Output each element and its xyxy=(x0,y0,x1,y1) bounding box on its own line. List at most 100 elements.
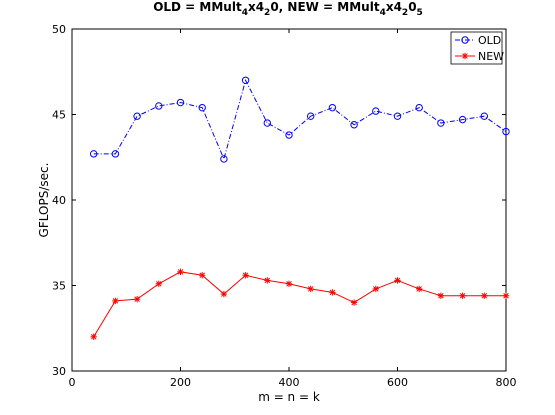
series-layer xyxy=(90,76,510,340)
marker-stroke xyxy=(199,272,205,278)
y-axis: 30 35 40 45 50 xyxy=(52,23,506,378)
y-tick-label: 45 xyxy=(52,109,66,122)
data-point-new xyxy=(459,292,466,299)
x-axis-label: m = n = k xyxy=(258,390,320,404)
marker-stroke xyxy=(90,334,97,340)
series-line-new xyxy=(93,271,506,338)
legend-label: OLD xyxy=(478,34,501,47)
title-subscript-1: 4 xyxy=(242,8,248,18)
y-axis-label: GFLOPS/sec. xyxy=(37,163,51,238)
marker-stroke xyxy=(438,293,444,299)
x-tick-label: 400 xyxy=(279,376,300,389)
title-part-prefix: OLD = MMult xyxy=(153,0,242,14)
data-point-old xyxy=(502,127,510,136)
data-point-old xyxy=(350,121,358,129)
title-subscript-4: 2 xyxy=(402,8,408,18)
data-point-new xyxy=(502,292,510,299)
x-tick-label: 0 xyxy=(69,376,76,389)
y-tick-label: 50 xyxy=(52,23,66,36)
data-point-new xyxy=(220,290,228,298)
marker-stroke xyxy=(481,293,488,299)
data-point-new xyxy=(481,292,488,299)
marker-stroke xyxy=(459,293,466,299)
data-point-new xyxy=(416,285,423,293)
marker-stroke xyxy=(221,291,227,297)
title-part-mid-2: 0, NEW = MMult xyxy=(270,0,380,14)
marker-stroke xyxy=(177,269,184,275)
data-point-new xyxy=(264,277,271,284)
data-point-new xyxy=(394,277,401,284)
data-point-old xyxy=(458,115,467,124)
data-point-old xyxy=(220,155,228,163)
title-subscript-5: 5 xyxy=(417,8,423,18)
data-point-new xyxy=(112,297,119,305)
data-point-old xyxy=(393,112,402,120)
title-part-mid-3: x4 xyxy=(386,0,402,14)
data-point-new xyxy=(155,280,162,287)
data-point-new xyxy=(307,285,314,293)
y-tick-label: 30 xyxy=(52,365,66,378)
data-point-new xyxy=(350,299,358,306)
legend-item-old: OLD xyxy=(455,34,501,47)
marker-stroke xyxy=(503,293,509,299)
data-point-old xyxy=(437,119,445,127)
marker-stroke xyxy=(416,286,422,292)
data-point-new xyxy=(199,272,206,279)
legend-marker xyxy=(461,36,469,44)
marker-stroke xyxy=(134,296,140,302)
data-point-new xyxy=(242,272,249,279)
data-point-new xyxy=(133,295,141,303)
marker-stroke xyxy=(242,272,249,278)
marker-stroke xyxy=(156,281,162,287)
x-axis: 0 200 400 600 800 xyxy=(69,29,517,389)
legend: OLD NEW xyxy=(450,31,504,65)
data-point-old xyxy=(415,103,423,112)
data-point-new xyxy=(372,285,379,293)
x-tick-label: 800 xyxy=(496,376,517,389)
x-tick-label: 600 xyxy=(387,376,408,389)
title-subscript-2: 2 xyxy=(264,8,270,18)
legend-item-new: NEW xyxy=(455,50,504,63)
data-point-old xyxy=(307,112,315,120)
marker-stroke xyxy=(112,298,119,304)
legend-box xyxy=(450,31,503,65)
plot-area xyxy=(71,28,507,372)
data-point-new xyxy=(177,268,184,276)
marker-stroke xyxy=(373,286,379,292)
marker-stroke xyxy=(462,53,468,59)
marker-stroke xyxy=(329,289,336,296)
data-point-old xyxy=(155,102,163,110)
y-tick-label: 35 xyxy=(52,280,66,293)
data-point-new xyxy=(437,292,445,299)
data-point-old xyxy=(176,98,185,107)
data-point-old xyxy=(198,103,206,112)
title-part-mid-4: 0 xyxy=(408,0,416,14)
marker-stroke xyxy=(351,299,357,306)
series-old xyxy=(90,76,510,163)
data-point-old xyxy=(285,131,293,139)
legend-marker xyxy=(461,52,469,60)
data-point-old xyxy=(480,112,488,120)
title-part-mid-1: x4 xyxy=(248,0,264,14)
data-point-new xyxy=(285,280,293,287)
data-point-old xyxy=(133,112,141,120)
data-point-old xyxy=(90,150,98,158)
marker-stroke xyxy=(286,281,292,287)
legend-label: NEW xyxy=(478,50,504,63)
title-subscript-3: 4 xyxy=(380,8,386,18)
marker-stroke xyxy=(264,277,271,284)
marker-stroke xyxy=(307,286,314,292)
data-point-old xyxy=(263,119,271,127)
legend-items: OLD NEW xyxy=(455,34,504,63)
series-new xyxy=(90,268,510,340)
data-point-old xyxy=(372,107,380,115)
marker-stroke xyxy=(394,277,401,284)
data-point-old xyxy=(111,150,120,158)
x-tick-label: 200 xyxy=(170,376,191,389)
chart-title: OLD = MMult4x420, NEW = MMult4x4205 xyxy=(153,0,423,18)
data-point-new xyxy=(329,289,336,296)
y-tick-label: 40 xyxy=(52,194,66,207)
data-point-new xyxy=(90,333,97,340)
